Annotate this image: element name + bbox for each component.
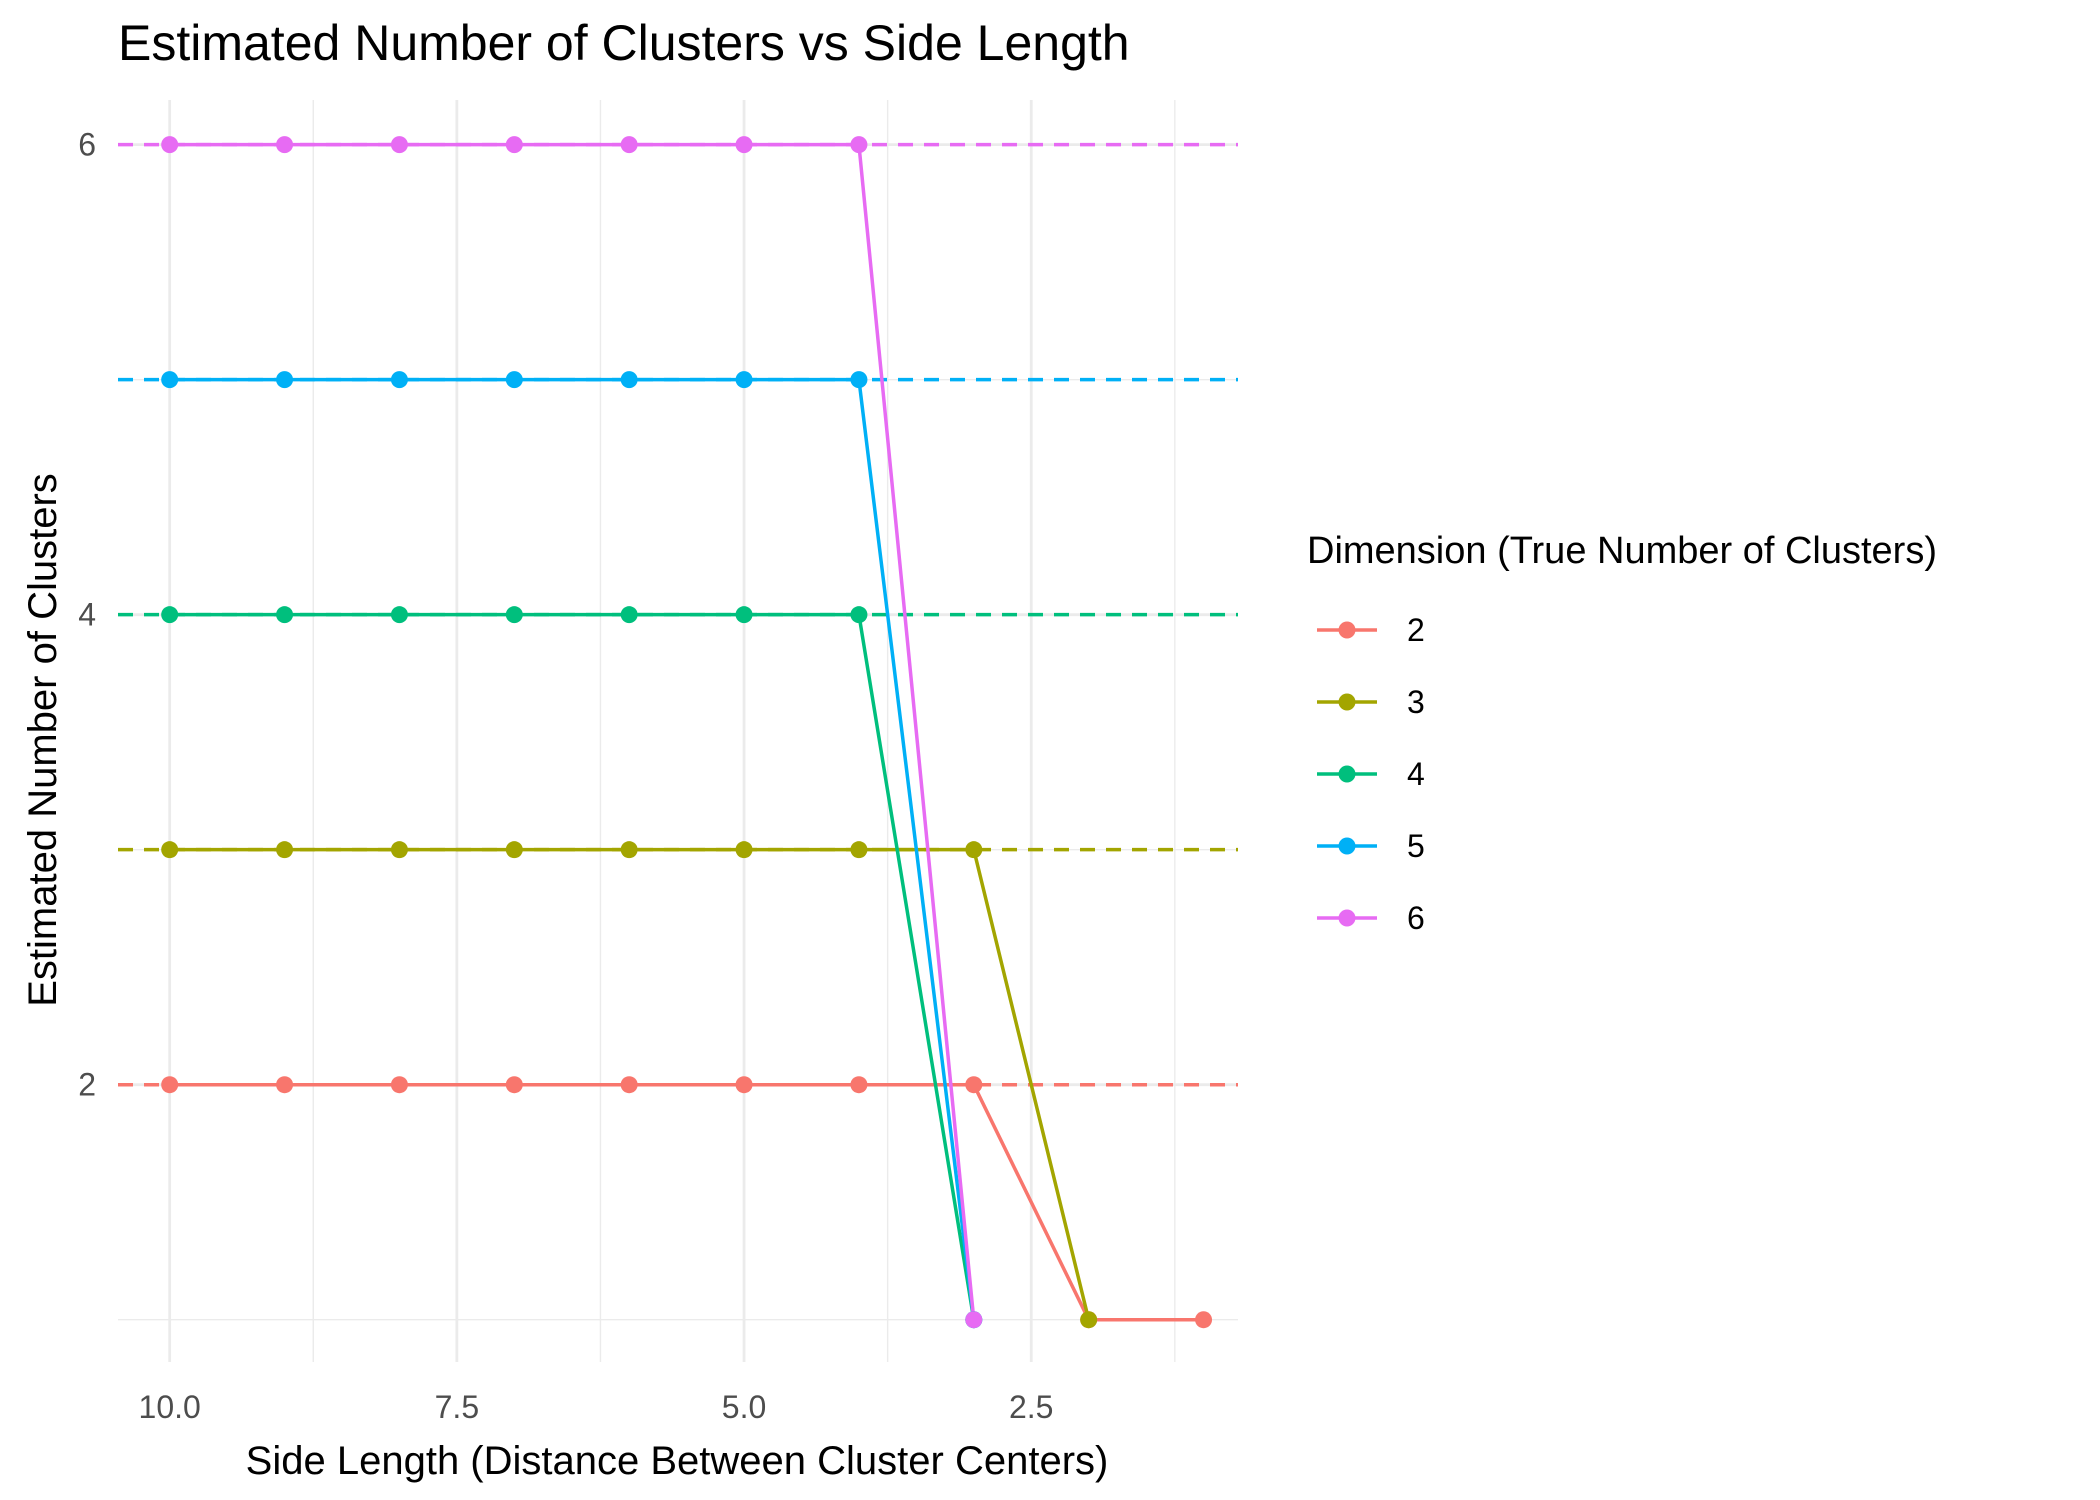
data-point-series-6 (276, 136, 294, 154)
data-point-series-5 (505, 371, 523, 389)
series-line-4 (169, 612, 976, 1320)
tick-labels: 10.0 7.5 5.0 2.5 2 4 6 (78, 127, 1053, 1425)
legend-title: Dimension (True Number of Clusters) (1307, 530, 1937, 572)
legend-label: 3 (1407, 684, 1425, 720)
data-point-series-6 (620, 136, 638, 154)
legend-label: 6 (1407, 900, 1425, 936)
data-point-series-3 (735, 841, 753, 859)
data-point-series-5 (276, 371, 294, 389)
data-point-series-3 (161, 841, 179, 859)
x-tick-label: 2.5 (1009, 1389, 1053, 1425)
x-tick-label: 5.0 (722, 1389, 766, 1425)
data-point-series-4 (390, 606, 408, 624)
legend-key-point (1338, 837, 1356, 855)
data-point-series-3 (1080, 1311, 1098, 1329)
data-point-series-2 (276, 1076, 294, 1094)
y-tick-label: 2 (78, 1067, 96, 1103)
data-point-series-5 (161, 371, 179, 389)
data-points (161, 136, 1213, 1329)
data-point-series-6 (850, 136, 868, 154)
series-line-6 (169, 142, 976, 1320)
data-point-series-4 (276, 606, 294, 624)
data-point-series-3 (965, 841, 983, 859)
legend-key-point (1338, 909, 1356, 927)
data-point-series-6 (505, 136, 523, 154)
x-tick-label: 7.5 (435, 1389, 479, 1425)
data-point-series-2 (1195, 1311, 1213, 1329)
data-point-series-2 (735, 1076, 753, 1094)
data-point-series-5 (390, 371, 408, 389)
data-point-series-5 (735, 371, 753, 389)
data-point-series-6 (735, 136, 753, 154)
data-point-series-3 (850, 841, 868, 859)
x-axis-title: Side Length (Distance Between Cluster Ce… (246, 1439, 1109, 1483)
y-tick-label: 4 (78, 597, 96, 633)
data-point-series-2 (390, 1076, 408, 1094)
legend: 2 3 4 5 6 (1317, 612, 1425, 936)
data-point-series-6 (390, 136, 408, 154)
series-lines (169, 142, 1204, 1322)
data-point-series-2 (850, 1076, 868, 1094)
legend-label: 5 (1407, 828, 1425, 864)
data-point-series-4 (620, 606, 638, 624)
data-point-series-2 (620, 1076, 638, 1094)
data-point-series-3 (505, 841, 523, 859)
grid-lines (118, 100, 1238, 1362)
series-line-2 (169, 1082, 1204, 1322)
data-point-series-2 (965, 1076, 983, 1094)
legend-key-point (1338, 621, 1356, 639)
legend-label: 2 (1407, 612, 1425, 648)
data-point-series-3 (276, 841, 294, 859)
data-point-series-5 (620, 371, 638, 389)
data-point-series-3 (620, 841, 638, 859)
data-point-series-3 (390, 841, 408, 859)
data-point-series-5 (850, 371, 868, 389)
y-tick-label: 6 (78, 127, 96, 163)
legend-label: 4 (1407, 756, 1425, 792)
y-axis-title: Estimated Number of Clusters (21, 473, 65, 1007)
x-tick-label: 10.0 (139, 1389, 201, 1425)
legend-key-point (1338, 765, 1356, 783)
series-line-5 (169, 377, 976, 1320)
data-point-series-6 (161, 136, 179, 154)
legend-key-point (1338, 693, 1356, 711)
chart-title: Estimated Number of Clusters vs Side Len… (118, 15, 1130, 71)
data-point-series-6 (965, 1311, 983, 1329)
data-point-series-4 (735, 606, 753, 624)
data-point-series-2 (161, 1076, 179, 1094)
data-point-series-4 (850, 606, 868, 624)
data-point-series-2 (505, 1076, 523, 1094)
data-point-series-4 (505, 606, 523, 624)
data-point-series-4 (161, 606, 179, 624)
